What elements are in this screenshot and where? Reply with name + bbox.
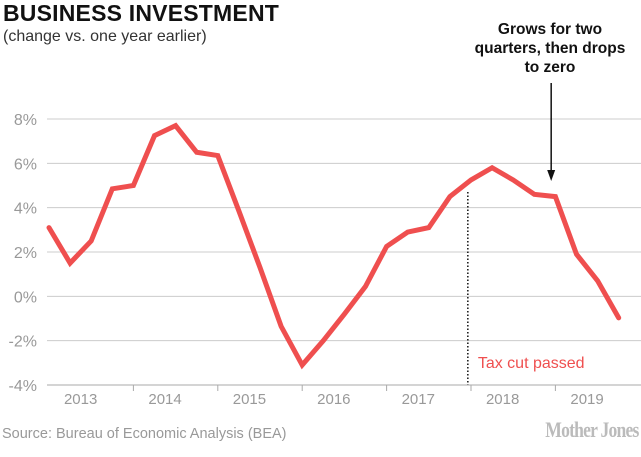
y-tick-label: 8% (14, 112, 37, 129)
x-tick-label: 2019 (570, 391, 603, 408)
y-tick-label: -4% (9, 378, 37, 395)
mother-jones-logo: Mother Jones (545, 417, 640, 442)
y-tick-label: 2% (14, 245, 37, 262)
x-tick-label: 2014 (148, 391, 181, 408)
source-note: Source: Bureau of Economic Analysis (BEA… (2, 426, 287, 442)
y-tick-label: 4% (14, 201, 37, 218)
annotation-line: to zero (524, 59, 576, 76)
x-tick-label: 2017 (402, 391, 435, 408)
series-line (46, 122, 622, 370)
arrow-annotation-text: Grows for two quarters, then drops to ze… (460, 20, 640, 77)
x-tick-label: 2018 (486, 391, 519, 408)
tax-cut-label: Tax cut passed (478, 355, 585, 372)
annotation-line: Grows for two (497, 21, 603, 38)
y-tick-label: 0% (14, 289, 37, 306)
chart-title: BUSINESS INVESTMENT (3, 0, 280, 26)
y-tick-label: 6% (14, 156, 37, 173)
x-tick-label: 2016 (317, 391, 350, 408)
x-tick-label: 2013 (64, 391, 97, 408)
y-tick-label: -2% (9, 334, 37, 351)
x-tick-label: 2015 (233, 391, 266, 408)
annotation-line: quarters, then drops (474, 40, 626, 57)
annotation-arrow-head (547, 170, 556, 181)
chart-subtitle: (change vs. one year earlier) (3, 28, 207, 45)
